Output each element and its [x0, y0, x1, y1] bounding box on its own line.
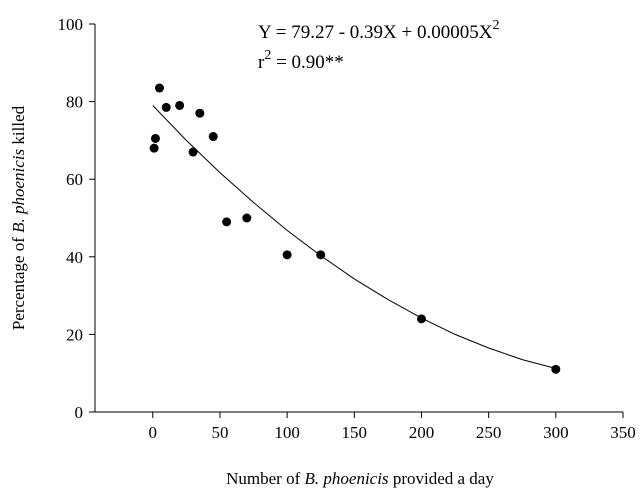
point [208, 132, 218, 142]
point [282, 250, 292, 260]
point [161, 102, 171, 112]
y-tick-label: 60 [66, 170, 83, 189]
r-sup: 2 [264, 48, 271, 63]
x-label-italic: B. phoenicis [305, 469, 389, 488]
r-value: = 0.90** [271, 52, 343, 73]
x-axis-label: Number of B. phoenicis provided a day [226, 469, 494, 488]
point [316, 250, 326, 260]
equation-text: Y = 79.27 - 0.39X + 0.00005X [258, 22, 493, 43]
point [149, 143, 159, 153]
y-tick-label: 20 [66, 325, 83, 344]
x-tick-label: 250 [476, 423, 502, 442]
equation-sup: 2 [492, 18, 499, 33]
x-tick-label: 0 [149, 423, 158, 442]
y-tick-label: 40 [66, 248, 83, 267]
point [175, 100, 185, 110]
y-label-italic: B. phoenicis [9, 148, 28, 232]
equation: Y = 79.27 - 0.39X + 0.00005X2 [258, 18, 499, 43]
y-tick-label: 0 [75, 403, 84, 422]
r-squared: r2 = 0.90** [258, 48, 344, 73]
y-axis-label: Percentage of B. phoenicis killed [9, 105, 28, 330]
point [242, 213, 252, 223]
y-label-part: killed [9, 105, 28, 148]
point [188, 147, 198, 157]
fit-curve [152, 105, 556, 370]
point [195, 108, 205, 118]
point [154, 83, 164, 93]
x-tick-label: 350 [610, 423, 636, 442]
point [551, 364, 561, 374]
y-label-part: Percentage of [9, 233, 28, 330]
x-tick-label: 200 [409, 423, 435, 442]
x-label-part: provided a day [389, 469, 495, 488]
point [150, 133, 160, 143]
x-tick-label: 150 [342, 423, 368, 442]
y-tick-label: 80 [66, 93, 83, 112]
y-tick-label: 100 [58, 15, 84, 34]
x-tick-label: 100 [274, 423, 300, 442]
x-tick-label: 50 [211, 423, 228, 442]
x-tick-label: 300 [543, 423, 569, 442]
point [222, 217, 232, 227]
x-label-part: Number of [226, 469, 304, 488]
point [416, 314, 426, 324]
r-text: r [258, 52, 265, 73]
